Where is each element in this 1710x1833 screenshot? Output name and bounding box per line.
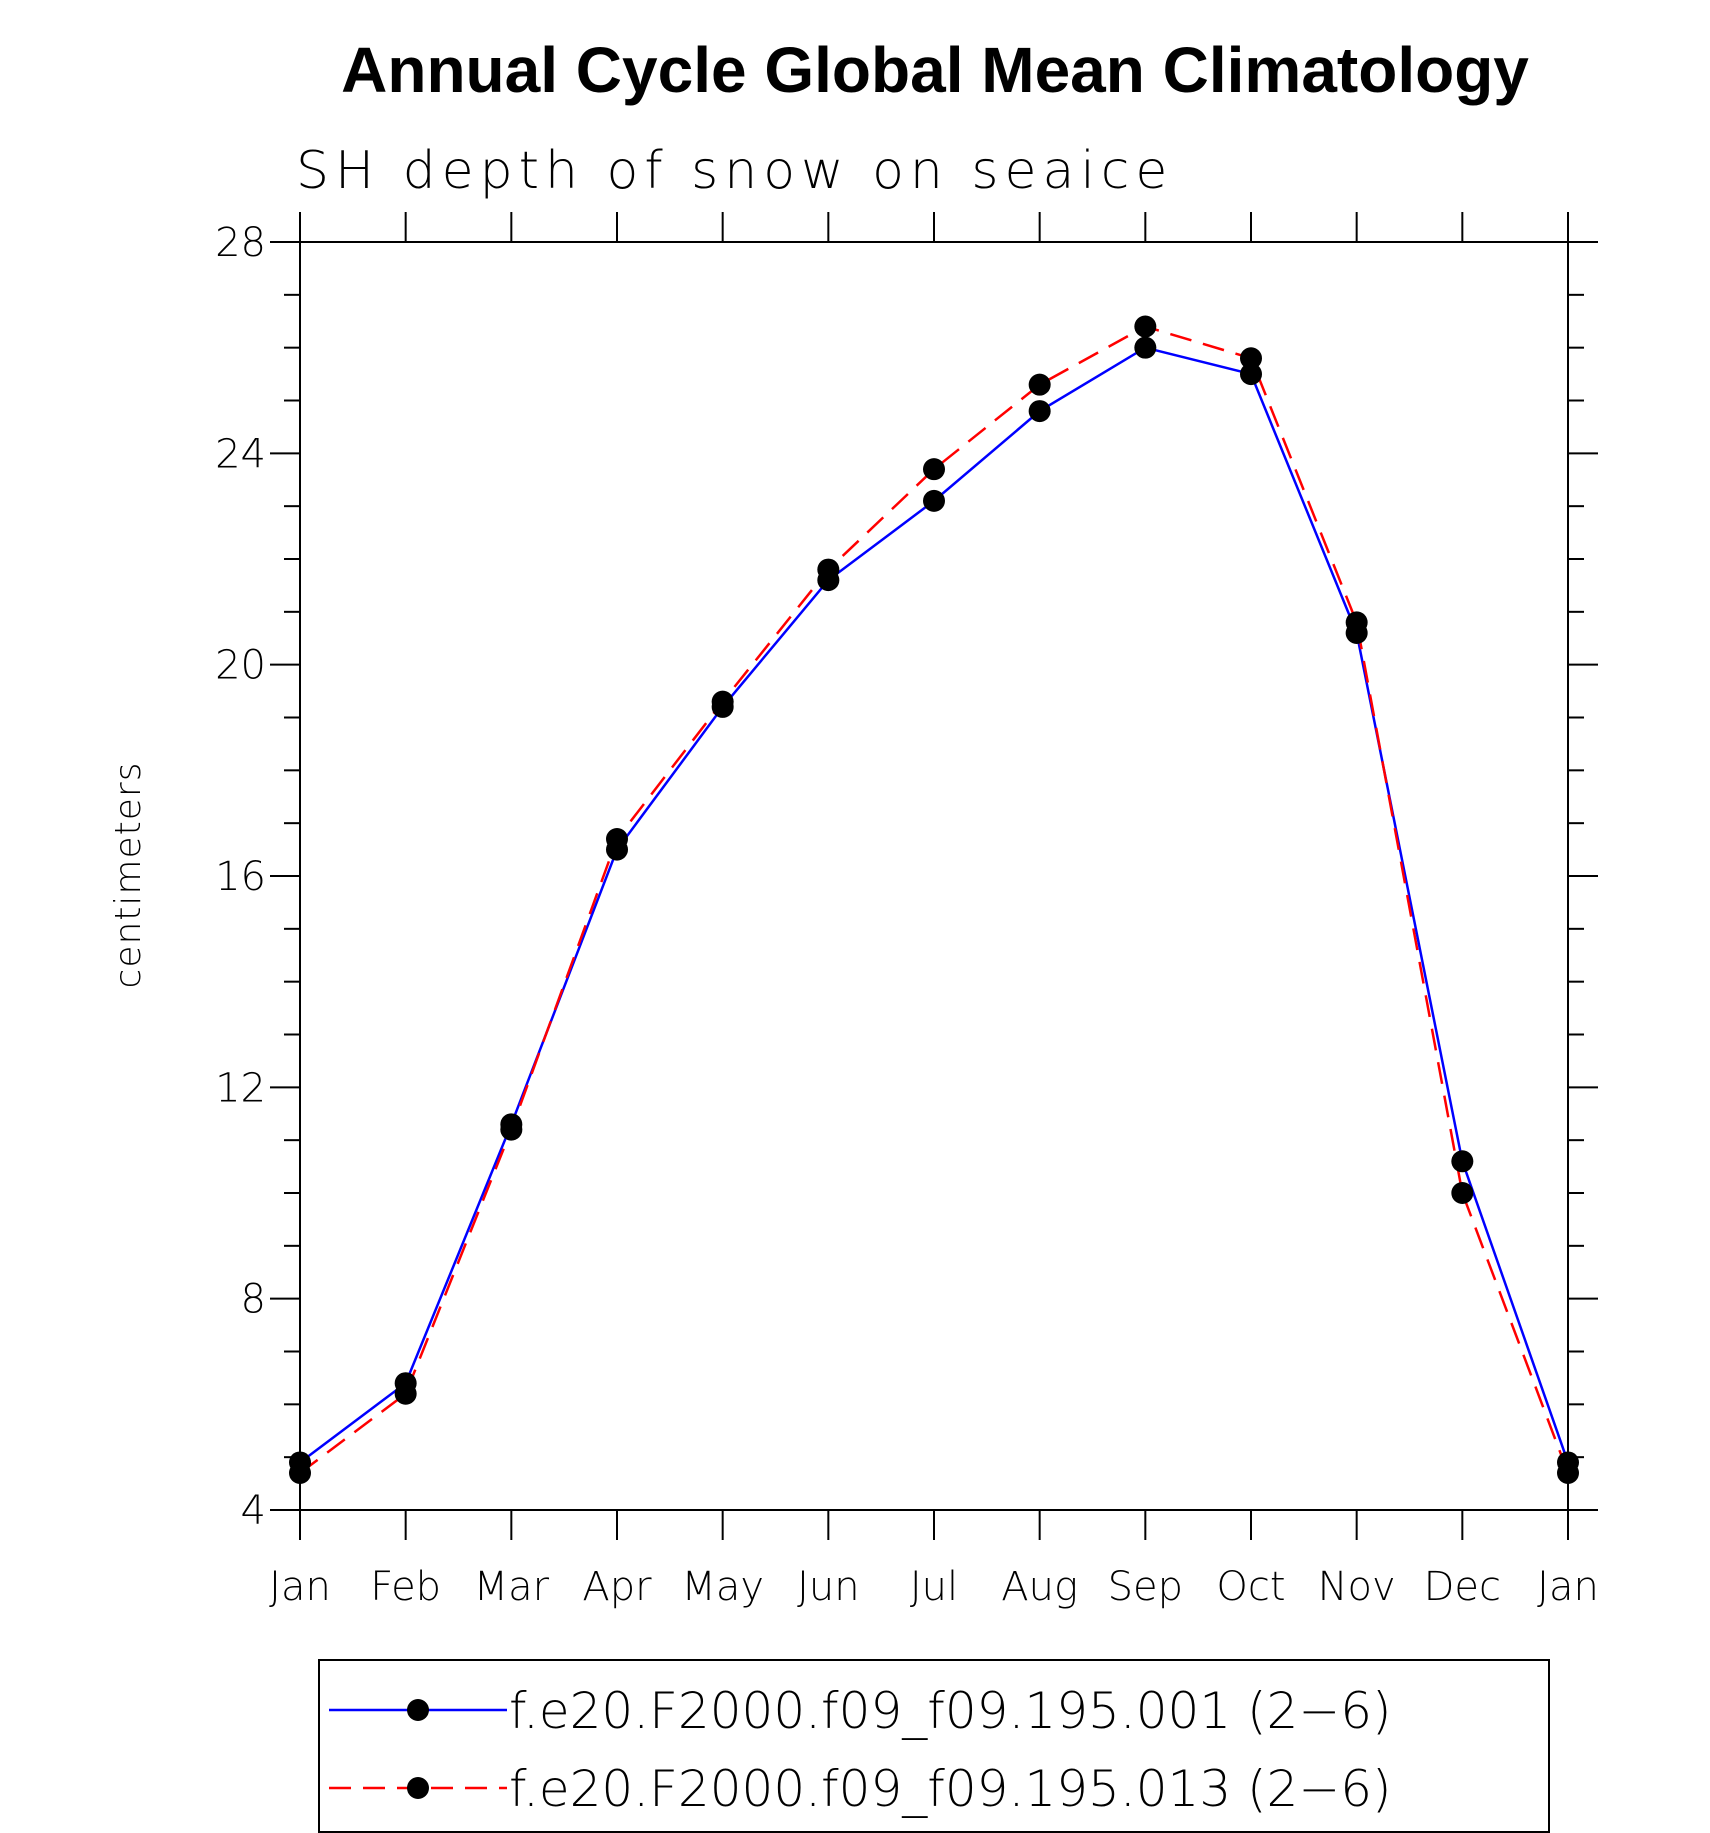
series-2-point bbox=[289, 1462, 311, 1485]
series-2-point bbox=[1451, 1182, 1474, 1204]
x-tick-label: Sep bbox=[1108, 1564, 1183, 1610]
x-tick-label: Mar bbox=[474, 1564, 550, 1610]
legend-marker-2 bbox=[407, 1777, 429, 1799]
x-tick-label: Jan bbox=[1537, 1564, 1599, 1610]
series-2-point bbox=[500, 1118, 523, 1141]
x-tick-label: Jan bbox=[269, 1564, 331, 1610]
x-tick-label: Dec bbox=[1424, 1564, 1501, 1610]
x-tick-label: Oct bbox=[1216, 1564, 1285, 1610]
series-2-point bbox=[1345, 611, 1368, 634]
chart-title: Annual Cycle Global Mean Climatology bbox=[341, 34, 1529, 106]
legend: f.e20.F2000.f09_f09.195.001 (2−6) f.e20.F… bbox=[318, 1659, 1550, 1833]
x-tick-label: Jun bbox=[797, 1564, 860, 1610]
series-2-point bbox=[923, 458, 945, 481]
x-tick-label: Aug bbox=[1001, 1564, 1078, 1610]
series-1-point bbox=[923, 489, 945, 512]
y-tick-label: 20 bbox=[215, 643, 266, 689]
x-tick-label: Nov bbox=[1318, 1564, 1396, 1610]
legend-marker-1 bbox=[407, 1699, 429, 1721]
series-1-point bbox=[1240, 363, 1262, 386]
series-2-point bbox=[1557, 1462, 1579, 1485]
y-tick-label: 24 bbox=[215, 431, 266, 477]
legend-label-2: f.e20.F2000.f09_f09.195.013 (2−6) bbox=[509, 1760, 1392, 1818]
series-2-point bbox=[394, 1382, 417, 1405]
y-tick-label: 16 bbox=[215, 854, 266, 900]
chart-subtitle: SH depth of snow on seaice bbox=[296, 141, 1173, 201]
series-line-1 bbox=[299, 346, 1570, 1464]
series-1-point bbox=[1028, 400, 1051, 423]
legend-box bbox=[318, 1659, 1550, 1833]
y-tick-label: 28 bbox=[215, 220, 266, 266]
y-axis: 4 8 12 16 20 24 28 bbox=[215, 220, 1598, 1534]
y-tick-label: 8 bbox=[241, 1277, 266, 1323]
series-2-point bbox=[1134, 315, 1157, 338]
series-2-point bbox=[711, 690, 734, 713]
series-layer bbox=[289, 315, 1579, 1485]
plot-frame bbox=[299, 241, 1569, 1511]
x-tick-label: Jul bbox=[910, 1564, 958, 1610]
x-tick-label: Feb bbox=[370, 1564, 441, 1610]
plot-border bbox=[299, 241, 1569, 1511]
x-tick-label: Apr bbox=[582, 1564, 652, 1610]
series-2-point bbox=[606, 828, 628, 851]
series-1-point bbox=[1134, 336, 1157, 359]
series-2-point bbox=[817, 558, 840, 581]
y-tick-label: 12 bbox=[215, 1065, 266, 1111]
x-axis: Jan Feb Mar Apr May Jun Jul Aug Sep Oct Nov Dec Jan bbox=[269, 212, 1599, 1610]
legend-label-1: f.e20.F2000.f09_f09.195.001 (2−6) bbox=[509, 1682, 1392, 1740]
series-1-point bbox=[1451, 1150, 1474, 1173]
y-axis-label: centimeters bbox=[108, 762, 149, 989]
series-2-point bbox=[1240, 347, 1262, 370]
x-tick-label: May bbox=[681, 1564, 764, 1610]
y-tick-label: 4 bbox=[241, 1488, 266, 1534]
series-2-point bbox=[1028, 373, 1051, 396]
